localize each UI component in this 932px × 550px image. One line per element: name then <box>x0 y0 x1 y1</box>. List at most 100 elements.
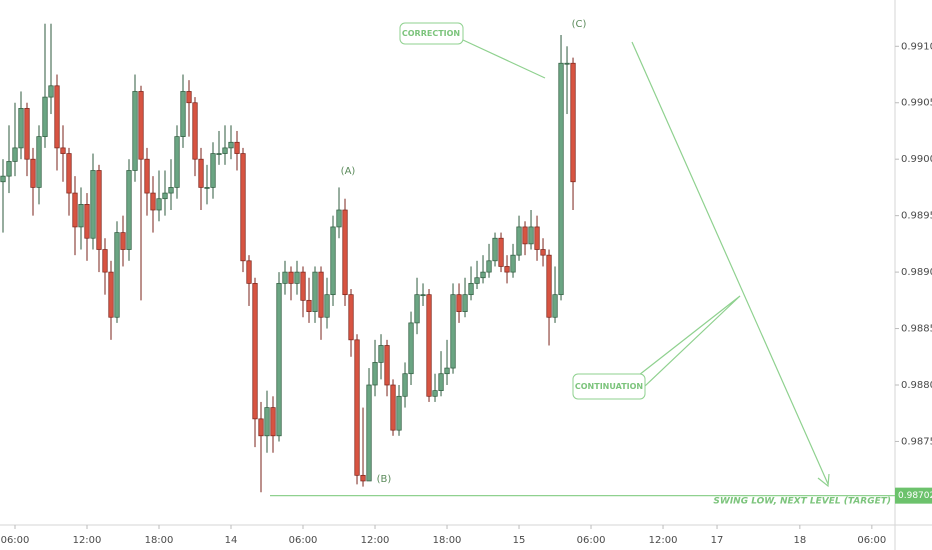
candle-body <box>24 108 30 160</box>
candle-body <box>366 384 372 482</box>
candle-body <box>6 161 12 177</box>
x-tick-label: 18 <box>793 535 806 546</box>
arrow-head <box>817 473 830 488</box>
candle-body <box>312 271 318 312</box>
y-tick-label: 0.99000 <box>901 154 932 165</box>
candle-body <box>522 226 528 245</box>
wave-label: (B) <box>377 474 392 485</box>
y-tick-label: 0.98900 <box>901 267 932 278</box>
candle-body <box>390 384 396 431</box>
candle-body <box>186 91 192 104</box>
candle-body <box>444 367 450 375</box>
x-tick-label: 12:00 <box>649 535 678 546</box>
y-tick-label: 0.98800 <box>901 380 932 391</box>
candle-body <box>396 395 402 431</box>
candle-body <box>90 170 96 239</box>
continuation-box <box>572 373 646 400</box>
candle-body <box>468 283 474 296</box>
target-arrow <box>631 41 829 485</box>
candle-body <box>462 294 468 312</box>
candle-body <box>264 407 270 437</box>
candle-body <box>204 187 210 189</box>
candle-body <box>546 254 552 318</box>
wave-label: (A) <box>341 166 356 177</box>
candle-body <box>426 294 432 397</box>
x-tick-label: 06:00 <box>857 535 886 546</box>
candle-body <box>564 62 570 65</box>
continuation-label: CONTINUATION <box>575 382 643 391</box>
y-tick-label: 0.98950 <box>901 211 932 222</box>
x-tick-label: 12:00 <box>361 535 390 546</box>
candle-body <box>414 294 420 324</box>
candle-body <box>342 209 348 296</box>
candle-body <box>300 271 306 301</box>
x-tick-label: 06:00 <box>1 535 30 546</box>
candle-body <box>456 294 462 312</box>
candle-body <box>336 209 342 228</box>
candle-body <box>246 260 252 284</box>
candle-body <box>216 153 222 155</box>
candle-body <box>294 271 300 284</box>
candle-body <box>480 271 486 279</box>
wave-label: (C) <box>572 19 587 30</box>
candle-body <box>534 226 540 250</box>
price-label-box <box>895 487 932 504</box>
candle-body <box>210 153 216 188</box>
candle-body <box>372 362 378 386</box>
candle-body <box>174 136 180 188</box>
candle-body <box>360 474 366 482</box>
x-tick-label: 14 <box>225 535 238 546</box>
candle-body <box>270 407 276 437</box>
candle-body <box>228 141 234 149</box>
candle-body <box>408 322 414 375</box>
x-tick-label: 18:00 <box>433 535 462 546</box>
x-tick-label: 06:00 <box>289 535 318 546</box>
x-tick-label: 18:00 <box>145 535 174 546</box>
candle-body <box>354 339 360 476</box>
candle-body <box>60 147 66 154</box>
candle-body <box>282 271 288 284</box>
candle-body <box>114 232 120 318</box>
candle-body <box>432 390 438 397</box>
candle-body <box>162 192 168 200</box>
y-tick-label: 0.98750 <box>901 436 932 447</box>
candle-body <box>504 266 510 273</box>
correction-box <box>399 22 464 45</box>
y-tick-label: 0.99100 <box>901 41 932 52</box>
price-label: 0.98702 <box>898 491 932 501</box>
candle-body <box>378 345 384 363</box>
candle-body <box>420 294 426 297</box>
target-label: SWING LOW, NEXT LEVEL (TARGET) <box>713 497 891 507</box>
correction-label: CORRECTION <box>402 29 460 38</box>
candle-body <box>72 192 78 228</box>
candle-body <box>132 91 138 171</box>
candle-body <box>96 170 102 250</box>
candle-body <box>306 299 312 312</box>
continuation-pointer <box>638 295 741 387</box>
candle-body <box>510 254 516 273</box>
candle-body <box>492 237 498 262</box>
candle-body <box>30 158 36 188</box>
candle-body <box>144 158 150 194</box>
candle-body <box>276 283 282 437</box>
candle-body <box>516 226 522 256</box>
candle-body <box>102 249 108 273</box>
candle-body <box>84 204 90 239</box>
candle-body <box>234 141 240 154</box>
candle-body <box>222 147 228 154</box>
y-tick-label: 0.99050 <box>901 98 932 109</box>
y-tick-label: 0.98850 <box>901 324 932 335</box>
candle-body <box>150 192 156 211</box>
candle-body <box>558 62 564 296</box>
x-tick-label: 12:00 <box>73 535 102 546</box>
candle-body <box>486 260 492 273</box>
candle-body <box>528 226 534 245</box>
candle-body <box>42 96 48 137</box>
candle-body <box>18 108 24 149</box>
candle-body <box>240 153 246 262</box>
candle-body <box>126 170 132 250</box>
candle-body <box>258 418 264 437</box>
candle-body <box>402 373 408 397</box>
